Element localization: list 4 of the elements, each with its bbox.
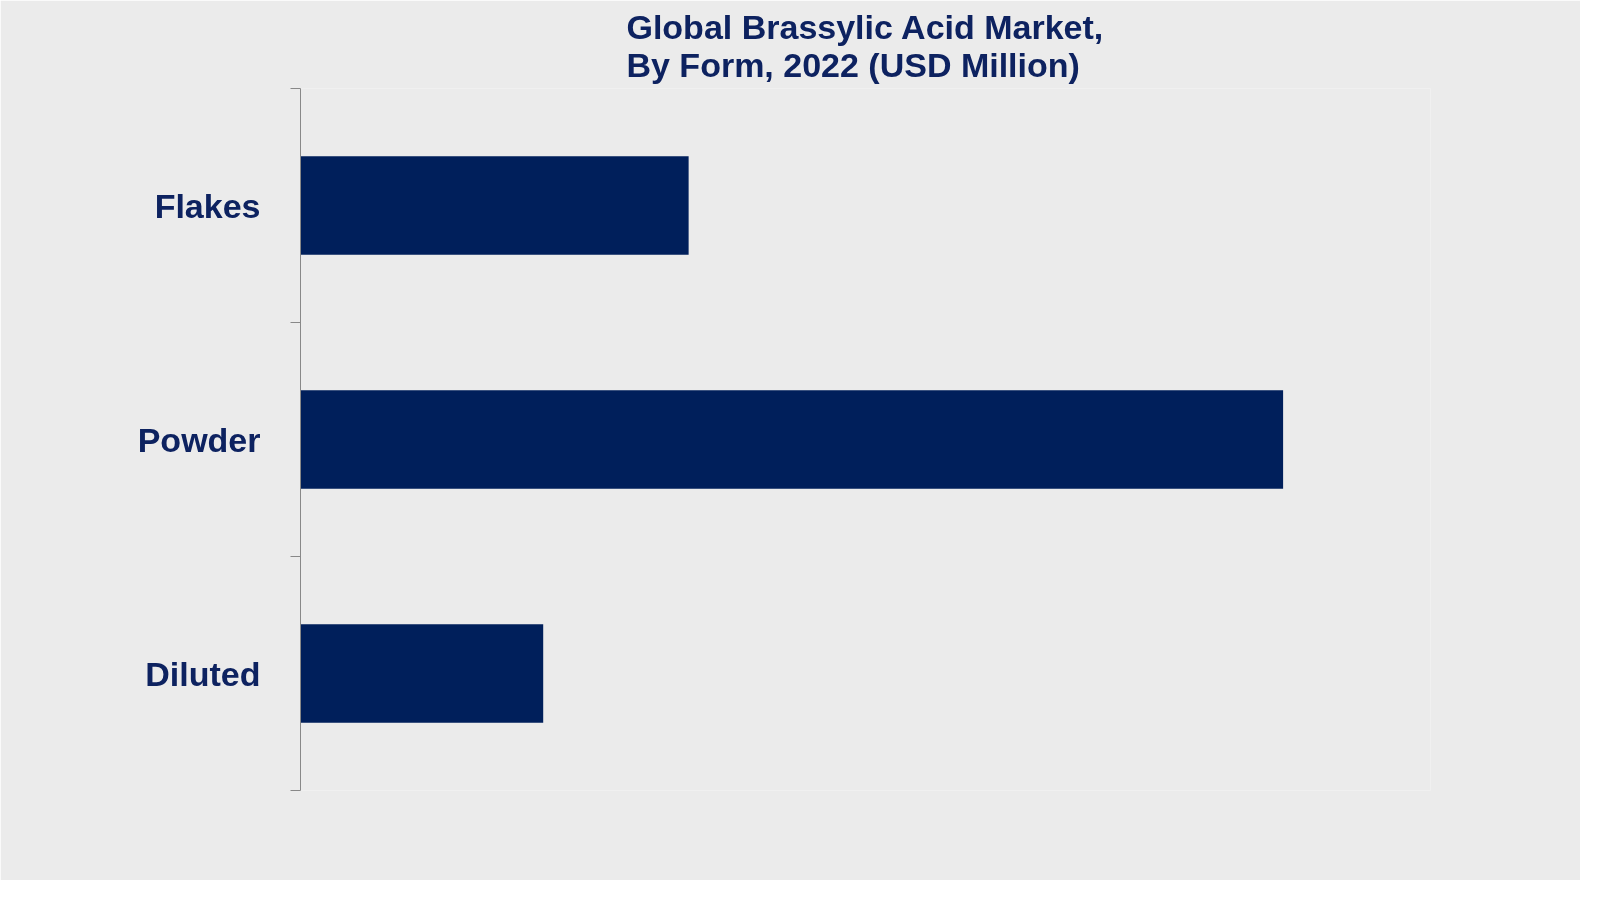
chart-title: Global Brassylic Acid Market, By Form, 2022 (USD Million) <box>626 7 1104 84</box>
y-tick-label: Powder <box>137 420 261 459</box>
y-tick-label: Diluted <box>145 654 261 693</box>
y-tick-label: Flakes <box>154 186 261 225</box>
